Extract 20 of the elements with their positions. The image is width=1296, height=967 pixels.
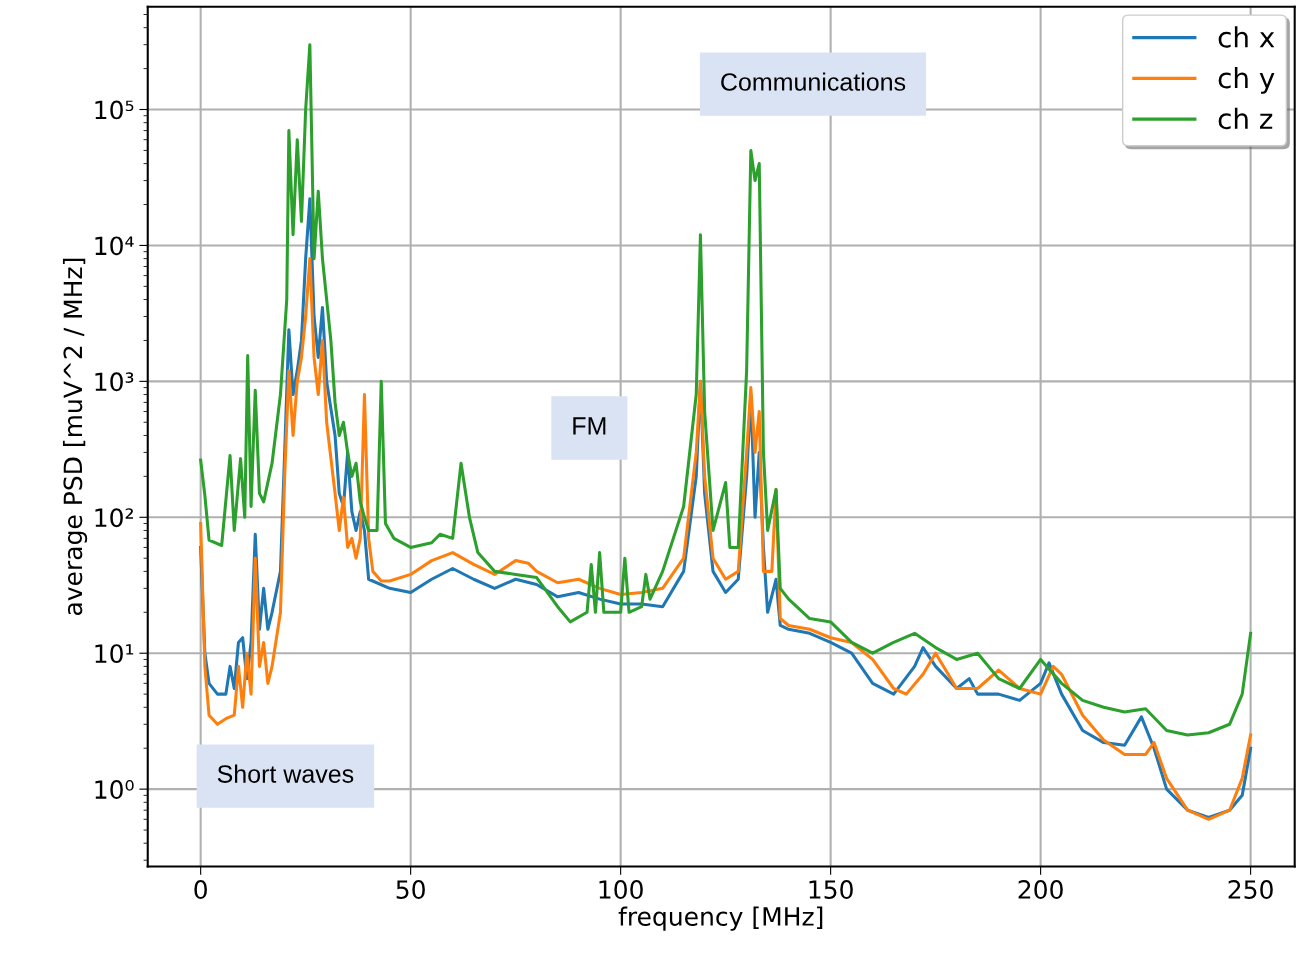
legend-label: ch z xyxy=(1218,107,1273,130)
y-tick-label: 10⁰ xyxy=(95,780,134,799)
y-tick-label: 10⁴ xyxy=(95,236,134,256)
x-tick-label: 50 xyxy=(396,880,425,899)
x-axis-title: frequency [MHz] xyxy=(618,906,823,931)
y-tick-label: 10³ xyxy=(95,372,134,392)
x-tick-label: 0 xyxy=(194,880,207,899)
x-tick-label: 100 xyxy=(599,880,643,899)
y-tick-label: 10¹ xyxy=(95,644,134,664)
x-tick-label: 150 xyxy=(809,880,853,899)
annotation: Short waves xyxy=(217,764,354,783)
legend-label: ch y xyxy=(1218,66,1275,94)
y-tick-label: 10² xyxy=(95,508,133,528)
y-tick-label: 10⁵ xyxy=(95,100,134,120)
x-tick-label: 250 xyxy=(1228,880,1273,899)
y-axis-title: average PSD [muV^2 / MHz] xyxy=(62,258,88,616)
annotation: FM xyxy=(573,417,606,435)
x-tick-label: 200 xyxy=(1018,880,1063,899)
annotation: Communications xyxy=(721,72,906,91)
legend-label: ch x xyxy=(1218,26,1275,48)
